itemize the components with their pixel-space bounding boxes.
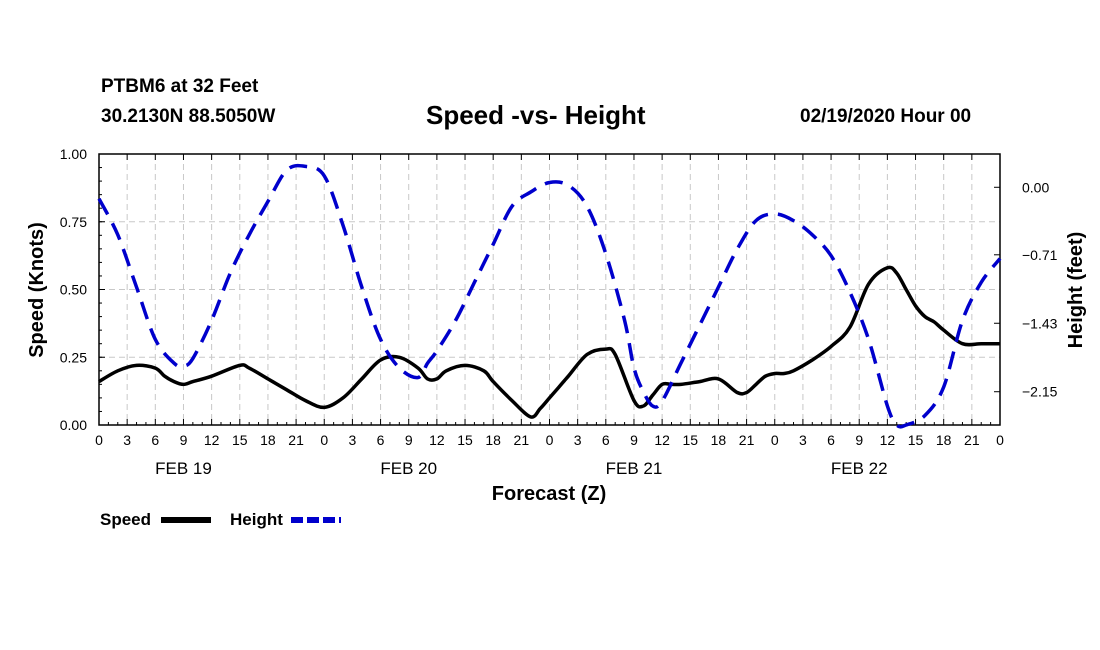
series-line-speed <box>98 265 1000 419</box>
coordinates-label: 30.2130N 88.5050W <box>101 106 276 127</box>
x-tick-label: 18 <box>485 432 501 448</box>
x-tick-label: 0 <box>771 432 779 448</box>
x-tick-label: 6 <box>602 432 610 448</box>
x-tick-label: 9 <box>180 432 188 448</box>
x-tick-label: 3 <box>574 432 582 448</box>
y2-tick-label: −0.71 <box>1022 247 1058 263</box>
station-label: PTBM6 at 32 Feet <box>101 76 259 97</box>
forecast-datetime: 02/19/2020 Hour 00 <box>800 106 972 127</box>
x-tick-label: 15 <box>457 432 473 448</box>
y2-axis-label: Height (feet) <box>1065 232 1087 349</box>
x-tick-label: 9 <box>630 432 638 448</box>
y-tick-label: 0.75 <box>60 214 87 230</box>
date-label: FEB 20 <box>380 459 437 478</box>
legend-speed-label: Speed <box>100 510 151 529</box>
x-tick-label: 0 <box>320 432 328 448</box>
x-tick-label: 18 <box>260 432 276 448</box>
x-tick-label: 9 <box>855 432 863 448</box>
legend: Speed Height <box>100 510 341 529</box>
x-tick-label: 12 <box>204 432 220 448</box>
x-tick-label: 18 <box>936 432 952 448</box>
series-line-height <box>97 163 1002 429</box>
x-tick-label: 0 <box>95 432 103 448</box>
x-tick-label: 21 <box>288 432 304 448</box>
x-axis-label: Forecast (Z) <box>492 483 606 505</box>
x-tick-label: 12 <box>429 432 445 448</box>
y2-tick-label: −1.43 <box>1022 315 1058 331</box>
x-tick-label: 3 <box>799 432 807 448</box>
y-axis-label: Speed (Knots) <box>26 222 48 358</box>
y-tick-label: 0.25 <box>60 349 87 365</box>
date-label: FEB 19 <box>155 459 212 478</box>
x-tick-label: 21 <box>514 432 530 448</box>
x-tick-label: 12 <box>654 432 670 448</box>
x-tick-label: 12 <box>880 432 896 448</box>
x-tick-label: 3 <box>123 432 131 448</box>
x-tick-label: 21 <box>964 432 980 448</box>
x-tick-label: 15 <box>682 432 698 448</box>
y-tick-label: 0.00 <box>60 417 87 433</box>
date-label: FEB 22 <box>831 459 888 478</box>
y2-tick-label: −2.15 <box>1022 384 1058 400</box>
x-tick-label: 18 <box>711 432 727 448</box>
x-tick-label: 3 <box>349 432 357 448</box>
x-tick-label: 15 <box>908 432 924 448</box>
legend-height-label: Height <box>230 510 283 529</box>
series-lines <box>97 163 1002 429</box>
axis-ticks: 0 3 6 9 12 15 18 21 0 3 6 9 12 15 18 21 0 3 6 9 12 15 18 21 0 3 6 9… <box>60 146 1058 478</box>
x-tick-label: 21 <box>739 432 755 448</box>
chart-title: Speed -vs- Height <box>426 100 646 130</box>
x-tick-label: 6 <box>827 432 835 448</box>
x-tick-label: 0 <box>546 432 554 448</box>
x-tick-label: 15 <box>232 432 248 448</box>
x-tick-label: 6 <box>151 432 159 448</box>
x-tick-label: 9 <box>405 432 413 448</box>
y-tick-label: 1.00 <box>60 146 87 162</box>
x-tick-label: 0 <box>996 432 1004 448</box>
date-label: FEB 21 <box>606 459 663 478</box>
y2-tick-label: 0.00 <box>1022 179 1049 195</box>
x-tick-label: 6 <box>377 432 385 448</box>
y-tick-label: 0.50 <box>60 282 87 298</box>
